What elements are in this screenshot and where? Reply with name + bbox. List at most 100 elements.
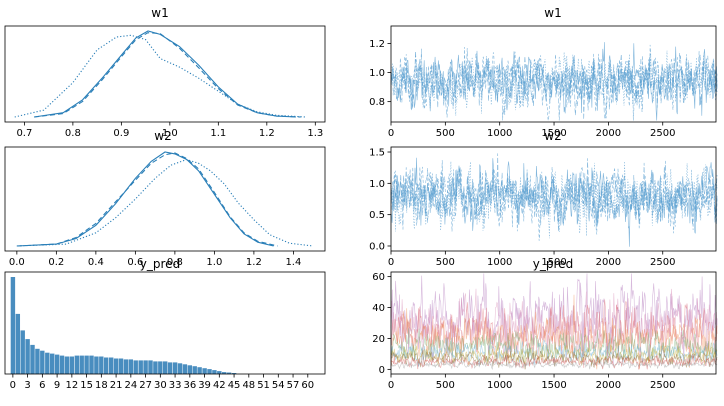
hist-bar xyxy=(163,361,168,374)
xtick-label: 1.1 xyxy=(210,128,226,139)
panel-w2-kde: 0.0 0.2 0.4 0.6 0.8 1.0 1.2 1.4 w2 xyxy=(4,129,326,268)
hist-bar xyxy=(54,354,60,374)
xtick-label: 1.2 xyxy=(259,128,275,139)
hist-bar xyxy=(153,361,158,374)
xtick-label: 2000 xyxy=(596,380,621,391)
xtick-label: 45 xyxy=(228,380,241,391)
panel-ypred-trace-ticks: 0 500 1000 1500 2000 2500 0 20 40 60 xyxy=(372,272,675,391)
hist-bar xyxy=(99,356,104,374)
panel-w1-trace-frame xyxy=(390,25,717,123)
hist-bar xyxy=(69,356,75,374)
trace-chain-2 xyxy=(390,50,718,116)
xtick-label: 36 xyxy=(183,380,196,391)
xtick-label: 1.4 xyxy=(285,257,301,268)
panel-w2-trace-plot xyxy=(390,153,718,247)
hist-bar xyxy=(104,357,109,374)
panel-w2-kde-title: w2 xyxy=(154,129,171,143)
ytick-label: 0.5 xyxy=(369,210,385,221)
hist-bar xyxy=(192,366,197,374)
xtick-label: 2000 xyxy=(596,257,621,268)
panel-ypred-trace: 0 500 1000 1500 2000 2500 0 20 40 60 y_pred xyxy=(372,257,718,391)
hist-bar xyxy=(128,359,134,374)
hist-bar xyxy=(94,356,99,374)
xtick-label: 500 xyxy=(436,128,455,139)
xtick-label: 0.0 xyxy=(9,257,25,268)
xtick-label: 2000 xyxy=(596,128,621,139)
panel-w2-kde-frame xyxy=(4,146,326,252)
hist-bar xyxy=(133,360,138,374)
xtick-label: 0.8 xyxy=(167,257,183,268)
hist-bar xyxy=(30,344,35,374)
xtick-label: 12 xyxy=(65,380,78,391)
panel-ypred-trace-title: y_pred xyxy=(533,257,573,271)
ytick-label: 1.5 xyxy=(369,148,385,159)
panel-w1-trace-ticks: 0 500 1000 1500 2000 2500 0.8 1.0 1.2 xyxy=(369,39,675,139)
hist-bar xyxy=(35,348,40,374)
xtick-label: 60 xyxy=(301,380,314,391)
xtick-label: 0 xyxy=(10,380,16,391)
kde-line-solid xyxy=(34,30,296,118)
ytick-label: 0.8 xyxy=(369,97,385,108)
hist-bar xyxy=(25,339,30,374)
hist-bar xyxy=(182,364,188,374)
panel-w1-trace: w1 0 500 1000 1500 2000 2500 0.8 1.0 1.2 xyxy=(369,6,718,139)
ytick-label: 1.0 xyxy=(369,179,385,190)
ypred-trace-series-3 xyxy=(390,294,718,370)
hist-bar xyxy=(20,330,25,374)
panel-w1-kde: w1 0.7 0.8 0.9 1.0 1.1 1.2 1.3 xyxy=(4,6,326,139)
xtick-label: 0.6 xyxy=(127,257,143,268)
xtick-label: 30 xyxy=(154,380,167,391)
hist-bar xyxy=(212,370,217,374)
hist-bar xyxy=(15,313,21,374)
ytick-label: 1.0 xyxy=(369,68,385,79)
hist-bar xyxy=(222,372,227,374)
xtick-label: 15 xyxy=(80,380,93,391)
kde-line-solid xyxy=(16,151,274,247)
xtick-label: 1000 xyxy=(487,257,512,268)
hist-bar xyxy=(172,362,178,374)
hist-bar xyxy=(167,362,173,374)
xtick-label: 0.4 xyxy=(88,257,104,268)
xtick-label: 57 xyxy=(287,380,300,391)
ytick-label: 0 xyxy=(379,365,385,376)
xtick-label: 1500 xyxy=(541,380,566,391)
hist-bar xyxy=(109,357,114,374)
xtick-label: 33 xyxy=(169,380,182,391)
hist-bar xyxy=(231,373,237,374)
xtick-label: 48 xyxy=(242,380,255,391)
hist-bar xyxy=(207,369,212,374)
panel-w2-kde-plot xyxy=(16,151,314,247)
xtick-label: 1000 xyxy=(487,128,512,139)
hist-bar xyxy=(10,277,16,374)
ytick-label: 40 xyxy=(372,303,385,314)
xtick-label: 1500 xyxy=(541,257,566,268)
xtick-label: 0 xyxy=(388,380,394,391)
ytick-label: 0.0 xyxy=(369,241,385,252)
panel-w2-trace-title: w2 xyxy=(544,129,561,143)
panel-ypred-trace-frame xyxy=(390,271,717,375)
xtick-label: 54 xyxy=(272,380,285,391)
xtick-label: 1.2 xyxy=(246,257,262,268)
panel-ypred-hist-frame xyxy=(4,271,326,375)
hist-bar xyxy=(113,358,119,374)
panel-ypred-hist: 0 3 6 9 12 15 18 21 24 27 30 33 36 39 42 45 48 51 54 57 60 y… xyxy=(4,257,326,391)
panel-w2-trace: 0 500 1000 1500 2000 2500 0.0 0.5 1.0 1.5 w2 xyxy=(369,129,718,268)
xtick-label: 0.9 xyxy=(113,128,129,139)
xtick-label: 2500 xyxy=(650,128,675,139)
panel-w1-kde-xticks: 0.7 0.8 0.9 1.0 1.1 1.2 1.3 xyxy=(16,122,323,139)
xtick-label: 24 xyxy=(124,380,137,391)
xtick-label: 500 xyxy=(436,380,455,391)
panel-w1-kde-plot xyxy=(14,30,306,118)
hist-bar xyxy=(50,353,55,374)
panel-ypred-hist-plot xyxy=(10,277,237,374)
xtick-label: 0.2 xyxy=(48,257,64,268)
panel-ypred-trace-plot xyxy=(390,273,718,371)
xtick-label: 0.7 xyxy=(16,128,32,139)
panel-w1-kde-frame xyxy=(4,25,326,123)
hist-bar xyxy=(74,355,80,374)
hist-bar xyxy=(40,350,45,374)
xtick-label: 1500 xyxy=(541,128,566,139)
hist-bar xyxy=(226,372,232,374)
hist-bar xyxy=(89,355,94,374)
trace-chain-3 xyxy=(390,153,718,232)
